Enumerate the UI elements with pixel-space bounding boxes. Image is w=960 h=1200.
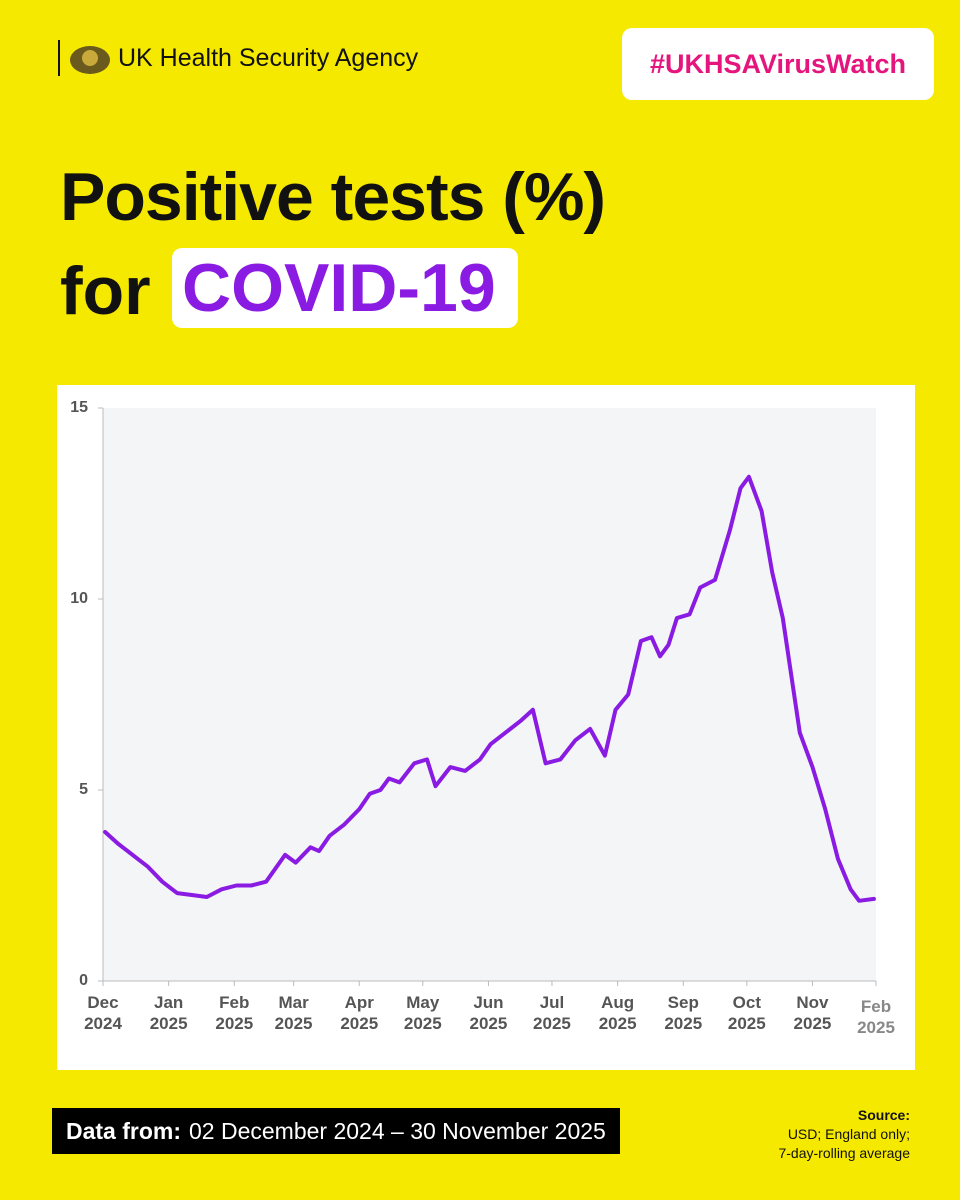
organisation: UK Health Security Agency	[118, 44, 419, 72]
data-range: 02 December 2024 – 30 November 2025	[189, 1118, 606, 1144]
x-tick-label: May 2025	[403, 993, 442, 1033]
x-tick-label: Sep 2025	[664, 993, 703, 1033]
source: Source: USD; England only; 7-day-rolling…	[778, 1106, 910, 1163]
data-line	[103, 474, 876, 903]
x-tick-label: Feb 2025	[857, 997, 895, 1037]
logo-crest	[58, 40, 110, 76]
x-tick-label: Jan 2025	[149, 993, 188, 1033]
y-tick-label: 0	[79, 972, 88, 989]
x-tick-label: Jul 2025	[533, 993, 571, 1033]
title: Positive tests (%)	[60, 159, 606, 235]
x-tick-label: Dec 2024	[84, 993, 122, 1033]
x-tick-label: Oct 2025	[727, 993, 766, 1033]
source-line: USD; England only;	[787, 1126, 910, 1142]
x-tick-label: Nov 2025	[793, 993, 832, 1033]
y-tick-label: 5	[79, 781, 88, 798]
x-tick-label: Apr 2025	[340, 993, 379, 1033]
source-label: Source:	[857, 1107, 910, 1123]
plot-area	[103, 408, 876, 981]
hashtag: #UKHSAVirusWatch	[622, 28, 934, 100]
y-tick-label: 10	[70, 590, 88, 607]
x-tick-label: Aug 2025	[598, 993, 637, 1033]
x-tick-label: Feb 2025	[215, 993, 254, 1033]
data-range-box: Data from: 02 December 2024 – 30 Novembe…	[52, 1108, 620, 1154]
y-tick-label: 15	[70, 399, 88, 416]
data-label: Data from:	[66, 1118, 182, 1144]
title-highlight: COVID-19	[172, 248, 518, 328]
x-tick-label: Mar 2025	[274, 993, 313, 1033]
x-tick-label: Jun 2025	[469, 993, 508, 1033]
title-for: for	[60, 253, 151, 329]
source-line: 7-day-rolling average	[778, 1145, 910, 1161]
